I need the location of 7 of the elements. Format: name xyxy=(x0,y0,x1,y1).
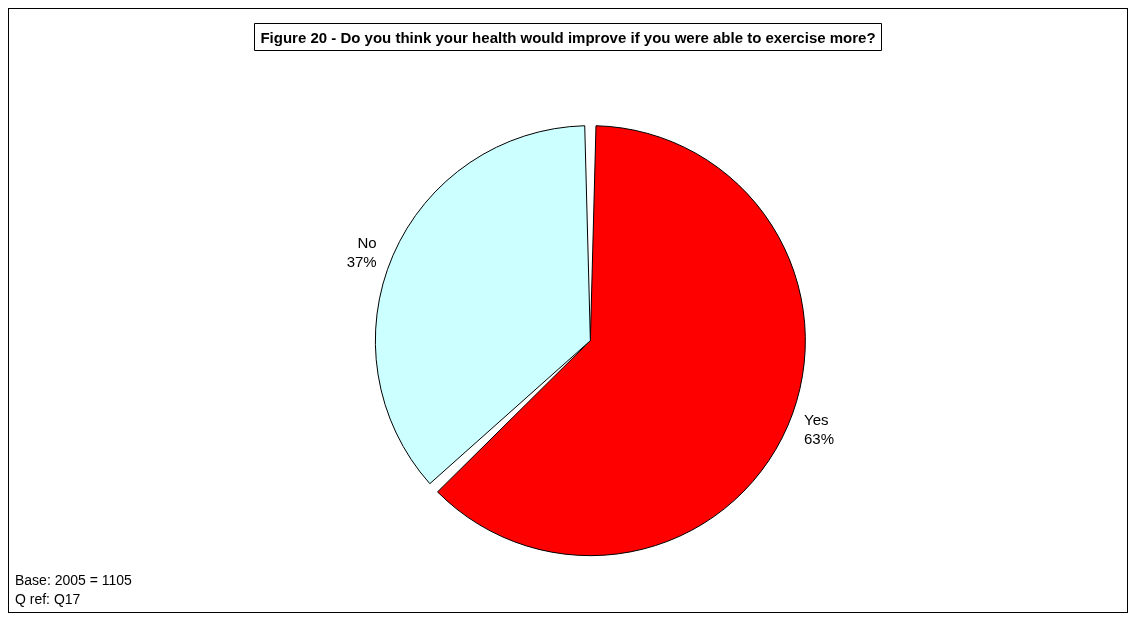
text: Q ref: Q17 xyxy=(15,591,81,607)
data-label: 37% xyxy=(346,253,377,271)
slice-label: Yes xyxy=(804,411,829,429)
data-label: 63% xyxy=(804,430,835,448)
slice-label: No xyxy=(357,234,377,252)
chart-title: Figure 20 - Do you think your health would improve if you were able to exercise more? xyxy=(260,29,876,46)
text: Base: 2005 = 1105 xyxy=(15,572,133,588)
